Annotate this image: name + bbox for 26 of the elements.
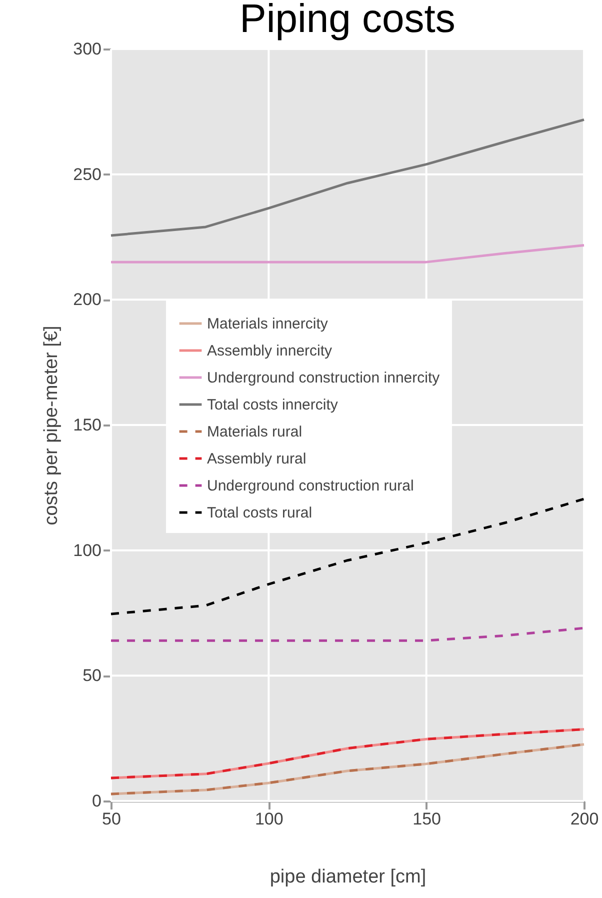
legend-label: Materials rural (207, 424, 302, 440)
legend-label: Underground construction innercity (207, 370, 440, 386)
legend-label: Underground construction rural (207, 478, 414, 494)
y-axis-title: costs per pipe-meter [€] (41, 326, 62, 526)
x-axis-title: pipe diameter [cm] (270, 866, 426, 888)
x-tick-label: 100 (254, 810, 284, 828)
y-tick-label: 300 (73, 40, 102, 58)
y-tick-label: 0 (92, 792, 102, 810)
y-tick-label: 250 (73, 164, 102, 184)
legend-label: Materials innercity (207, 316, 328, 332)
y-tick-label: 100 (73, 540, 102, 560)
line-series (110, 728, 586, 780)
chart-title: Piping costs (240, 0, 456, 41)
x-tick-label: 150 (412, 810, 442, 828)
x-tick-label: 200 (570, 810, 599, 828)
legend-label: Assembly rural (207, 450, 306, 468)
line-series (110, 498, 586, 616)
y-tick-label: 50 (82, 666, 102, 686)
legend-label: Total costs innercity (207, 396, 338, 414)
line-series (110, 118, 586, 237)
line-series (110, 743, 586, 796)
y-tick-label: 150 (73, 416, 102, 434)
legend-label: Assembly innercity (207, 342, 333, 360)
y-tick-label: 200 (73, 290, 102, 310)
legend-label: Total costs rural (207, 504, 312, 522)
x-tick-label: 50 (102, 810, 121, 828)
